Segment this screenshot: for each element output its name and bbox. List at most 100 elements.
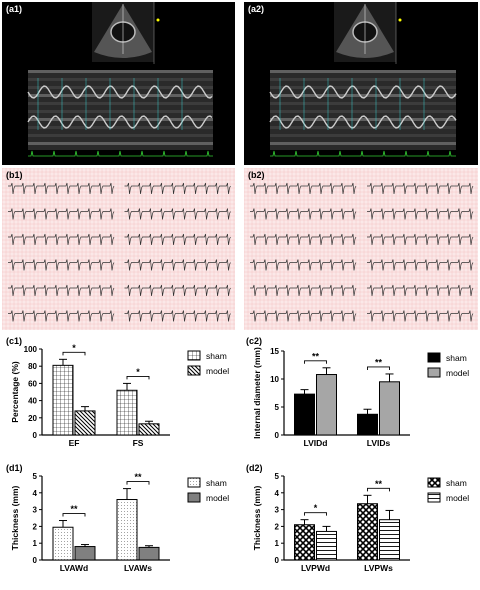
legend-label-sham: sham	[206, 351, 227, 361]
mmode-band	[270, 134, 456, 137]
y-tick-label: 10	[270, 375, 279, 384]
mmode-band	[28, 102, 213, 105]
ecg-panel-b2: (b2)	[244, 168, 478, 330]
mmode-band	[28, 70, 213, 73]
ecg-lead-trace	[124, 233, 231, 246]
bar-model-FS	[138, 423, 160, 436]
bar-model-LVPWs	[379, 519, 400, 561]
bar-sham-LVPWd	[294, 524, 315, 561]
chart-panel-c1: (c1) 0 20 40 60 80 100 Percentage (%) EF * FS * sha…	[0, 335, 240, 460]
y-tick-label: 3	[33, 506, 38, 515]
ecg-lead-trace	[8, 182, 115, 195]
y-tick-label: 5	[275, 472, 280, 481]
y-tick-label: 2	[33, 522, 38, 531]
significance-bracket	[304, 512, 327, 516]
y-tick-label: 1	[275, 539, 280, 548]
echo-panel-a2: (a2)	[244, 2, 478, 165]
ecg-lead-trace	[367, 233, 474, 246]
ecg-lead-trace	[8, 233, 115, 246]
mmode-band	[28, 118, 213, 121]
legend-label-model: model	[206, 366, 229, 376]
mmode-band	[270, 94, 456, 97]
y-axis-label: Thickness (mm)	[10, 485, 20, 550]
bar-sham-EF	[52, 364, 74, 436]
chart-panel-d1: (d1) 0 1 2 3 4 5 Thickness (mm) LVAWd ** LVAWs ** s…	[0, 462, 240, 585]
panel-label-c1: (c1)	[6, 336, 23, 346]
legend-swatch-sham	[427, 477, 441, 488]
mmode-band	[270, 86, 456, 89]
legend-label-model: model	[446, 493, 469, 503]
bar-model-LVIDd	[316, 374, 337, 436]
legend-label-sham: sham	[446, 478, 467, 488]
panel-label-d2: (d2)	[246, 463, 263, 473]
ecg-lead-trace	[367, 284, 474, 297]
ecg-lead-trace	[124, 208, 231, 220]
ecg-lead-trace	[8, 284, 115, 297]
mmode-band	[270, 102, 456, 105]
y-tick-label: 0	[33, 431, 38, 440]
y-tick-label: 1	[33, 539, 38, 548]
bar-model-LVAWs	[138, 546, 160, 561]
x-category-label: LVPWd	[301, 563, 330, 573]
bar-model-EF	[74, 410, 96, 436]
ecg-lead-trace	[124, 310, 231, 322]
significance-marker: *	[314, 503, 318, 513]
ecg-trace-b1	[2, 168, 235, 330]
mmode-band	[270, 142, 456, 145]
y-tick-label: 4	[33, 489, 38, 498]
ecg-lead-trace	[124, 259, 231, 271]
y-tick-label: 2	[275, 522, 280, 531]
y-axis-label: Internal diameter (mm)	[252, 347, 262, 439]
legend-swatch-model	[427, 367, 441, 378]
echo-marker	[398, 18, 402, 22]
legend-swatch-sham	[187, 350, 201, 361]
bar-sham-LVIDd	[294, 393, 315, 436]
legend-label-sham: sham	[446, 353, 467, 363]
significance-marker: **	[70, 504, 78, 514]
ecg-lead-trace	[250, 182, 357, 195]
legend-swatch-sham	[187, 477, 201, 488]
mmode-band	[270, 118, 456, 121]
echo-image-a2	[269, 2, 457, 157]
mmode-band	[28, 142, 213, 145]
y-axis-label: Thickness (mm)	[252, 485, 262, 550]
legend-swatch-model	[187, 365, 201, 376]
mmode-band	[270, 110, 456, 113]
legend-label-sham: sham	[206, 478, 227, 488]
y-tick-label: 20	[28, 414, 37, 423]
bar-sham-LVPWs	[357, 503, 378, 561]
mmode-wall-upper	[27, 85, 213, 99]
panel-label-d1: (d1)	[6, 463, 23, 473]
ecg-lead-trace	[367, 208, 474, 220]
bar-sham-LVAWd	[52, 526, 74, 561]
ecg-lead-trace	[250, 310, 357, 322]
y-tick-label: 0	[275, 431, 280, 440]
legend-swatch-model	[427, 492, 441, 503]
mmode-band	[28, 134, 213, 137]
ecg-lead-trace	[124, 284, 231, 297]
echo-image-a1	[27, 2, 213, 157]
mmode-band	[270, 78, 456, 81]
x-category-label: LVAWs	[124, 563, 152, 573]
ecg-lead-trace	[367, 259, 474, 271]
y-tick-label: 80	[28, 362, 37, 371]
bar-model-LVPWd	[316, 530, 337, 561]
y-tick-label: 3	[275, 506, 280, 515]
panel-label-c2: (c2)	[246, 336, 263, 346]
significance-marker: **	[312, 351, 320, 361]
chart-c2: 0 5 10 15 Internal diameter (mm) LVIDd ** LVIDs…	[252, 347, 469, 448]
significance-marker: **	[375, 479, 383, 489]
panel-label-b2: (b2)	[248, 170, 265, 180]
mmode-band	[28, 86, 213, 89]
x-category-label: FS	[133, 438, 144, 448]
significance-bracket	[126, 481, 150, 485]
panel-label-b1: (b1)	[6, 170, 23, 180]
ecg-lead-trace	[367, 182, 474, 195]
panel-label-a1: (a1)	[6, 4, 23, 14]
significance-bracket	[367, 366, 390, 370]
significance-marker: *	[136, 367, 140, 377]
chart-d1: 0 1 2 3 4 5 Thickness (mm) LVAWd ** LVAWs ** sham mo…	[10, 472, 229, 573]
y-tick-label: 100	[24, 345, 38, 354]
legend-label-model: model	[446, 368, 469, 378]
x-category-label: LVIDd	[304, 438, 328, 448]
